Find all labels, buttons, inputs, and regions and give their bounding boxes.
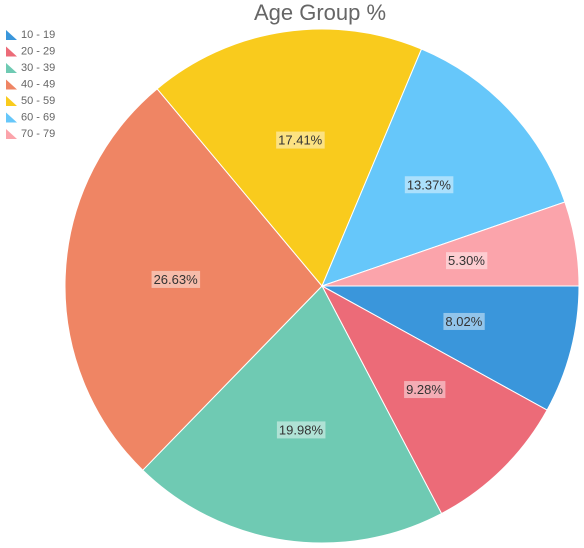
legend-label: 40 - 49 [21,78,55,90]
data-label-bg [404,176,454,194]
data-label-bg [404,381,446,399]
legend-label: 20 - 29 [21,45,55,57]
legend-label: 70 - 79 [21,128,55,140]
legend-marker [6,79,17,90]
data-label: 13.37% [407,177,452,192]
data-label-bg [151,270,201,288]
legend-marker [6,30,17,40]
pie-slice [142,285,443,544]
data-label: 26.63% [154,272,199,287]
legend-label: 50 - 59 [21,95,55,107]
data-label-group: 19.98% [276,421,326,439]
data-label-bg [443,312,485,330]
legend-marker [6,46,17,57]
legend-marker [6,112,17,123]
data-label: 17.41% [278,133,323,148]
data-label: 5.30% [448,253,485,268]
legend-marker [6,129,17,139]
data-label-bg [276,421,326,439]
pie-slice [64,88,323,471]
data-label-group: 13.37% [404,176,454,194]
legend-label: 60 - 69 [21,111,55,123]
chart-title: Age Group % [254,0,386,25]
data-label: 19.98% [279,422,324,437]
legend-marker [6,96,17,106]
data-label: 8.02% [445,314,482,329]
data-label: 9.28% [406,382,443,397]
legend-label: 10 - 19 [21,29,55,41]
data-label-group: 9.28% [404,381,446,399]
pie-slice [321,285,580,411]
pie-slice [321,48,566,287]
data-label-group: 26.63% [151,270,201,288]
pie-slice [321,201,580,287]
data-label-bg [446,252,488,270]
pie-slice [156,28,423,287]
data-label-group: 17.41% [276,131,325,149]
data-label-group: 5.30% [446,252,488,270]
pie-slice [320,284,548,515]
legend-label: 30 - 39 [21,62,55,74]
data-label-group: 8.02% [443,312,485,330]
data-label-bg [276,131,325,149]
legend-marker [6,63,17,73]
